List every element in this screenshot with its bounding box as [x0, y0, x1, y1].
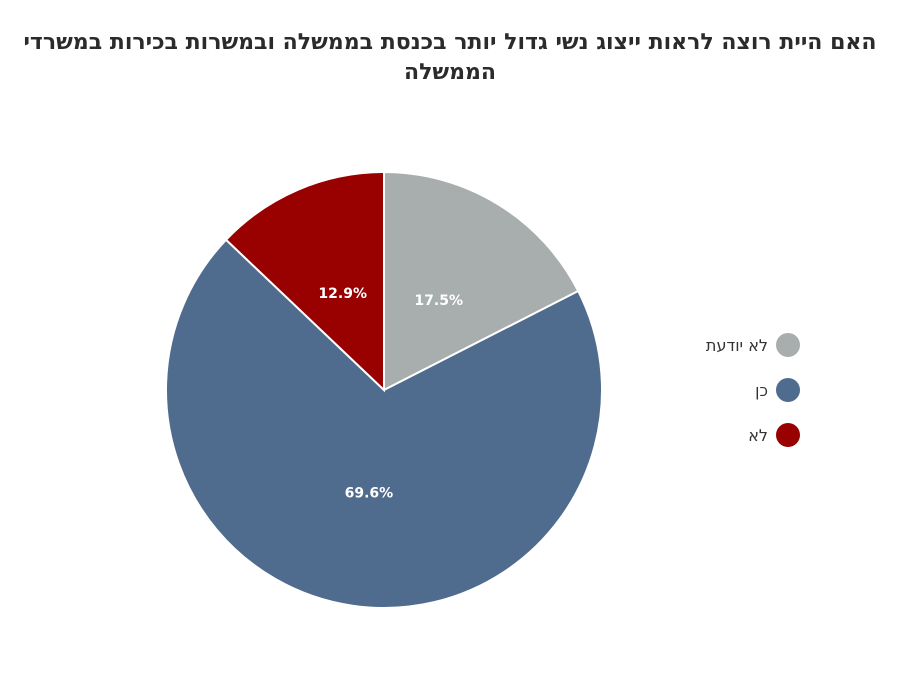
legend-swatch-dont-know [776, 333, 800, 357]
data-label-yes: 69.6% [345, 486, 394, 502]
pie-slice-yes[interactable] [165, 238, 603, 609]
legend-swatch-no [776, 423, 800, 447]
legend-label: לא [748, 425, 768, 445]
legend-swatch-yes [776, 378, 800, 402]
legend-label: כן [755, 380, 768, 400]
pie-slice-dont-know[interactable] [383, 170, 580, 392]
chart-title: האם היית רוצה לראות ייצוג נשי גדול יותר … [23, 30, 877, 85]
pie-slices [165, 170, 603, 609]
data-label-no: 12.9% [318, 286, 367, 302]
legend-item-no[interactable]: לא [640, 419, 800, 451]
data-label-dont-know: 17.5% [414, 293, 463, 309]
legend-label: לא יודעת [705, 335, 768, 355]
pie-data-labels: 17.5% 69.6% 12.9% [318, 286, 463, 502]
pie-slice-no[interactable] [224, 170, 385, 393]
legend: לא יודעת כן לא [640, 329, 800, 464]
legend-item-dont-know[interactable]: לא יודעת [640, 329, 800, 361]
legend-item-yes[interactable]: כן [640, 374, 800, 406]
